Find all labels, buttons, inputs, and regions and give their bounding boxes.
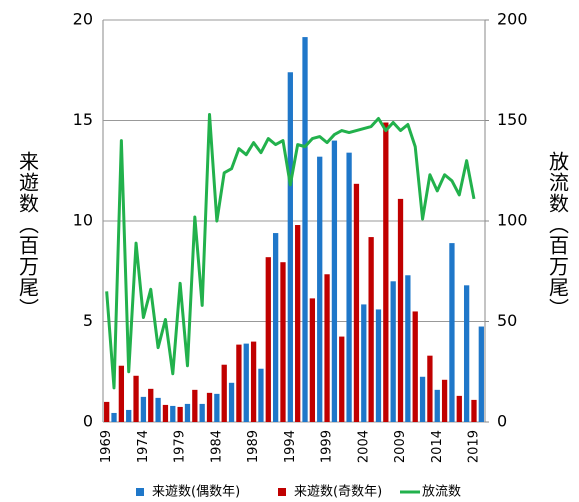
bar [295, 225, 301, 422]
bar [368, 237, 374, 422]
bar [214, 393, 220, 422]
y2-tick-label: 0 [497, 412, 507, 431]
bar [228, 382, 235, 422]
x-tick-label: 2019 [466, 430, 481, 463]
bar [221, 364, 227, 422]
bar [375, 309, 382, 422]
bar [265, 257, 271, 422]
x-tick-label: 1999 [320, 430, 335, 463]
y2-tick-label: 150 [497, 110, 528, 129]
bar [243, 343, 249, 422]
y2-axis-title: 放流数（百万尾） [546, 151, 570, 319]
x-tick-label: 1984 [209, 430, 224, 463]
y-tick-label: 5 [83, 311, 93, 330]
bar [463, 285, 470, 422]
x-tick-label: 1969 [99, 430, 114, 463]
bar [126, 409, 132, 422]
legend-label: 放流数 [422, 485, 461, 500]
bar [383, 122, 389, 422]
bar [471, 399, 477, 422]
bar [177, 406, 183, 422]
y2-tick-label: 50 [497, 311, 517, 330]
bar [111, 412, 117, 422]
y-tick-label: 20 [73, 10, 93, 29]
bar [309, 298, 316, 422]
bar [427, 355, 433, 422]
bar [104, 401, 110, 422]
bar [339, 336, 345, 422]
bar [148, 388, 154, 422]
bar [170, 405, 176, 422]
bar [353, 183, 360, 422]
bar [140, 396, 147, 422]
bar [236, 344, 242, 422]
bar [390, 281, 396, 422]
legend-swatch [136, 488, 144, 496]
bar [324, 274, 330, 422]
x-tick-label: 1994 [283, 430, 298, 463]
x-tick-label: 1974 [136, 430, 151, 463]
bar [118, 365, 125, 422]
bar [346, 152, 352, 422]
bar [361, 304, 367, 422]
bar [441, 379, 448, 422]
bar [272, 233, 279, 422]
bar [412, 311, 418, 422]
bar [258, 368, 264, 422]
legend-label: 来遊数(奇数年) [294, 484, 382, 500]
bar [206, 392, 213, 422]
bar [250, 341, 257, 422]
x-tick-label: 1979 [173, 430, 188, 463]
bar [449, 243, 455, 422]
bar [405, 275, 411, 422]
bar [478, 326, 484, 422]
bar [397, 198, 404, 422]
y2-tick-label: 200 [497, 10, 528, 29]
y-tick-label: 15 [73, 110, 93, 129]
bar [184, 403, 191, 422]
bar [302, 37, 308, 423]
legend-label: 来遊数(偶数年) [152, 485, 240, 500]
y-axis-title: 来遊数（百万尾） [16, 151, 40, 319]
bar [287, 72, 293, 422]
bar [155, 397, 161, 422]
line [105, 112, 476, 390]
y-tick-label: 10 [73, 211, 93, 230]
legend-swatch [278, 488, 286, 496]
bar [162, 404, 169, 422]
y-tick-label: 0 [83, 412, 93, 431]
bar [192, 389, 198, 422]
x-tick-label: 2009 [393, 430, 408, 463]
bar [331, 140, 338, 422]
x-tick-label: 1989 [246, 430, 261, 463]
bar [133, 375, 139, 422]
bar [456, 395, 462, 422]
x-tick-label: 2014 [430, 430, 445, 463]
bar [199, 403, 205, 422]
y2-tick-label: 100 [497, 211, 528, 230]
bar [317, 156, 323, 422]
bar [419, 376, 426, 422]
bar [434, 389, 440, 422]
x-tick-label: 2004 [356, 430, 371, 463]
bar [280, 262, 286, 422]
